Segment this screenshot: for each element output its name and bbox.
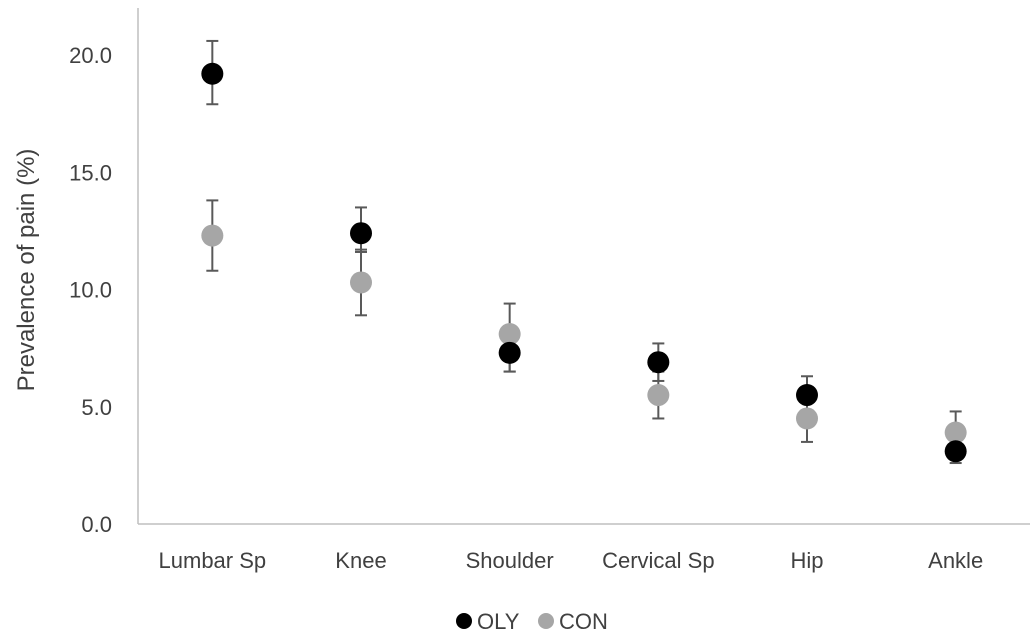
point-oly-hip: [796, 384, 818, 407]
y-tick-label: 10.0: [69, 278, 112, 303]
legend-marker-con: [538, 613, 554, 629]
x-tick-label: Knee: [335, 548, 386, 573]
point-con-cervical-sp: [647, 384, 670, 407]
legend: OLY CON: [456, 609, 608, 634]
point-con-knee: [350, 271, 372, 294]
point-con-lumbar-sp: [201, 224, 224, 247]
point-con-shoulder: [498, 323, 521, 346]
x-tick-label: Cervical Sp: [602, 548, 714, 573]
legend-marker-oly: [456, 613, 472, 629]
point-oly-shoulder: [498, 341, 521, 364]
y-tick-label: 5.0: [81, 395, 112, 420]
y-tick-label: 15.0: [69, 160, 112, 185]
x-tick-label: Shoulder: [466, 548, 554, 573]
point-oly-cervical-sp: [647, 351, 670, 374]
point-oly-lumbar-sp: [201, 62, 224, 85]
point-oly-knee: [350, 222, 372, 245]
y-tick-label: 0.0: [81, 512, 112, 537]
data-points: [201, 62, 967, 463]
error-bars: [206, 39, 962, 465]
x-tick-label: Hip: [790, 548, 823, 573]
legend-label-oly: OLY: [477, 609, 520, 634]
x-tick-label: Lumbar Sp: [159, 548, 267, 573]
point-oly-ankle: [944, 440, 967, 463]
legend-label-con: CON: [559, 609, 608, 634]
axes: [137, 8, 1030, 525]
y-axis-title: Prevalence of pain (%): [13, 149, 40, 392]
point-con-ankle: [944, 421, 967, 444]
x-tick-labels: Lumbar Sp Knee Shoulder Cervical Sp Hip Ankle: [159, 548, 984, 573]
x-tick-label: Ankle: [928, 548, 983, 573]
y-tick-labels: 0.0 5.0 10.0 15.0 20.0: [69, 43, 112, 537]
point-con-hip: [796, 407, 818, 430]
y-tick-label: 20.0: [69, 43, 112, 68]
